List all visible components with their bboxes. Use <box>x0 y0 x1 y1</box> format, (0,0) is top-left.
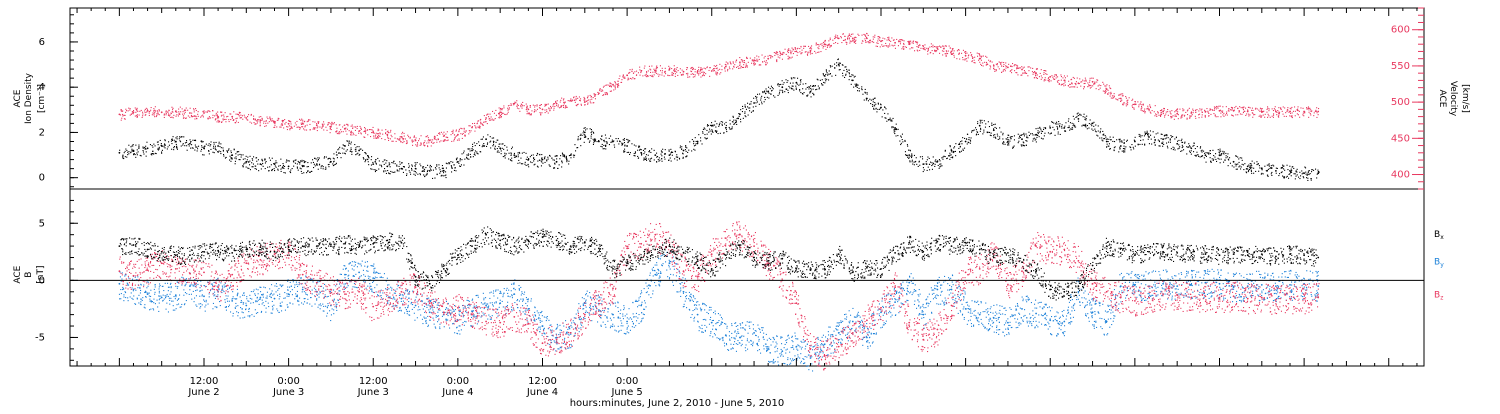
top-right-axis-label: [km/s] <box>1460 84 1470 113</box>
bz-point <box>1317 297 1319 299</box>
by-point <box>1317 285 1319 287</box>
top-right-axis-label: Velocity <box>1448 81 1458 117</box>
x-tick-time-label: 0:00 <box>277 376 299 387</box>
top-left-axis-label: Ion Density <box>24 72 34 124</box>
top-left-tick-label: 6 <box>39 37 45 48</box>
x-tick-date-label: June 3 <box>357 387 389 398</box>
x-tick-time-label: 12:00 <box>190 376 219 387</box>
top-right-tick-label: 500 <box>1391 97 1410 108</box>
bottom-left-axis-label: ACE <box>13 265 23 283</box>
legend-subscript: z <box>1440 294 1443 301</box>
bottom-left-axis-label: [nT] <box>36 266 46 284</box>
top-right-tick-label: 550 <box>1391 61 1410 72</box>
bottom-left-axis-label: B <box>24 272 34 278</box>
bottom-left-tick-label: 5 <box>39 218 45 229</box>
ion-density-point <box>1317 172 1319 174</box>
x-tick-time-label: 12:00 <box>528 376 557 387</box>
top-left-tick-label: 0 <box>39 173 45 184</box>
legend-subscript: x <box>1440 234 1444 241</box>
top-left-axis-label: ACE <box>13 89 23 107</box>
top-right-tick-label: 450 <box>1391 133 1410 144</box>
x-tick-time-label: 12:00 <box>359 376 388 387</box>
velocity-point <box>1317 111 1319 113</box>
x-tick-date-label: June 5 <box>610 387 642 398</box>
x-tick-date-label: June 2 <box>187 387 219 398</box>
x-tick-date-label: June 4 <box>441 387 473 398</box>
top-left-axis-label: [cm⁻³] <box>37 84 47 113</box>
x-axis-label: hours:minutes, June 2, 2010 - June 5, 20… <box>570 398 785 409</box>
x-tick-time-label: 0:00 <box>447 376 469 387</box>
x-tick-date-label: June 3 <box>272 387 304 398</box>
top-right-tick-label: 400 <box>1391 170 1410 181</box>
bottom-left-tick-label: -5 <box>35 332 45 343</box>
legend-subscript: y <box>1440 261 1444 268</box>
x-tick-time-label: 0:00 <box>616 376 638 387</box>
top-right-axis-label: ACE <box>1437 90 1447 108</box>
bx-point <box>1317 257 1319 259</box>
top-left-tick-label: 2 <box>39 127 45 138</box>
top-right-tick-label: 600 <box>1391 25 1410 36</box>
x-tick-date-label: June 4 <box>526 387 558 398</box>
